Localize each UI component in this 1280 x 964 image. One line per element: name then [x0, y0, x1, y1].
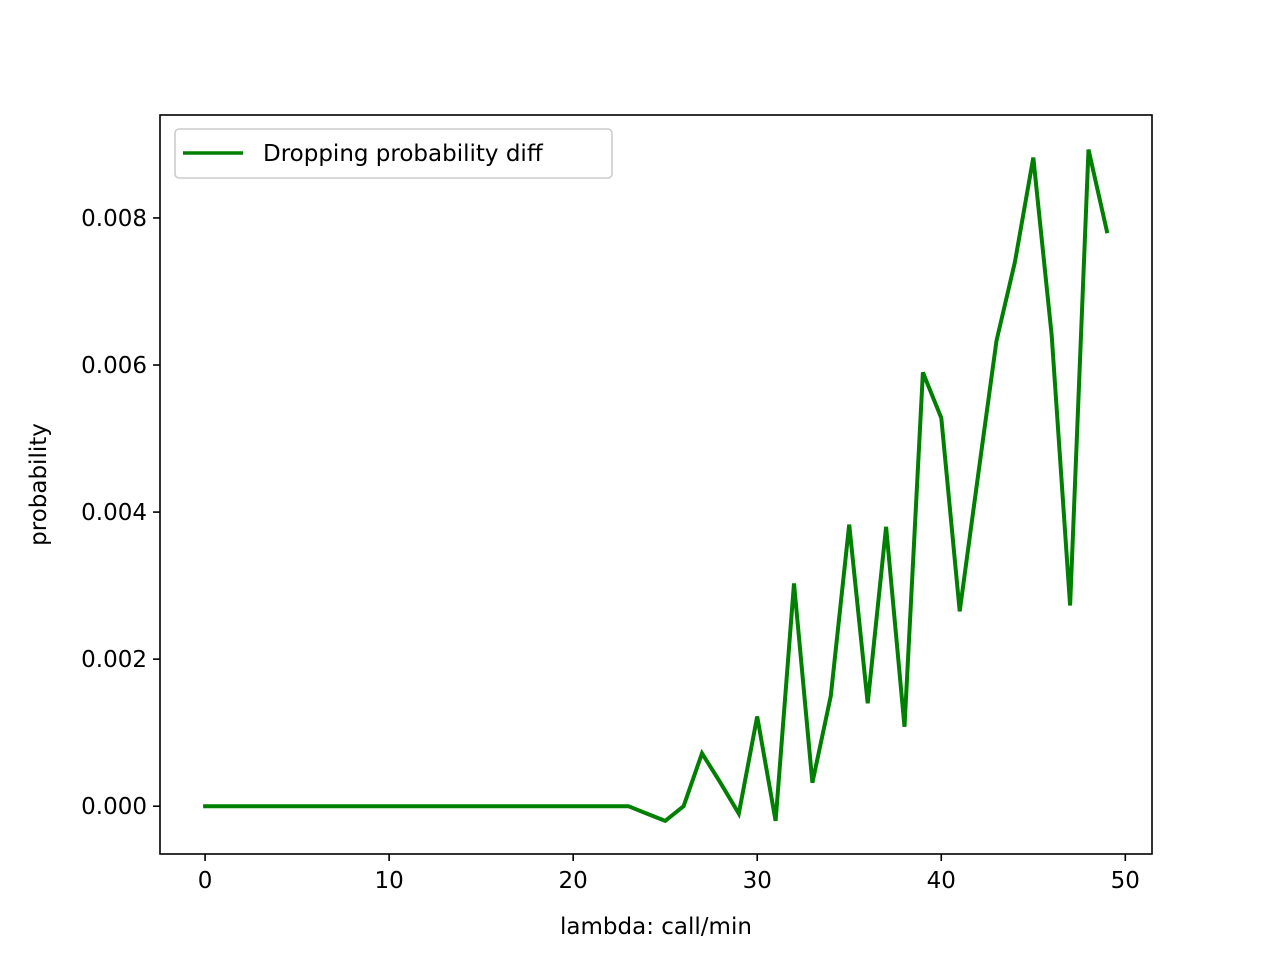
x-tick-label: 20: [559, 868, 588, 894]
legend-entry-label: Dropping probability diff: [263, 141, 544, 167]
x-tick-label: 50: [1111, 868, 1140, 894]
x-tick-label: 30: [743, 868, 772, 894]
x-axis-label: lambda: call/min: [560, 914, 752, 940]
x-axis-ticks: 0 10 20 30 40 50: [198, 854, 1140, 894]
y-axis-ticks: 0.000 0.002 0.004 0.006 0.008: [81, 206, 160, 820]
x-tick-label: 0: [198, 868, 213, 894]
x-tick-label: 10: [374, 868, 403, 894]
y-tick-label: 0.004: [81, 500, 147, 526]
series-line: [203, 149, 1110, 824]
legend: Dropping probability diff: [174, 128, 613, 179]
y-tick-label: 0.000: [81, 794, 147, 820]
y-axis-label: probability: [26, 423, 52, 546]
y-tick-label: 0.008: [81, 206, 147, 232]
y-tick-label: 0.006: [81, 353, 147, 379]
y-tick-label: 0.002: [81, 647, 147, 673]
plot-area-frame: [159, 114, 1153, 855]
plot-layer: [203, 149, 1110, 824]
x-tick-label: 40: [927, 868, 956, 894]
legend-box: [174, 128, 613, 179]
